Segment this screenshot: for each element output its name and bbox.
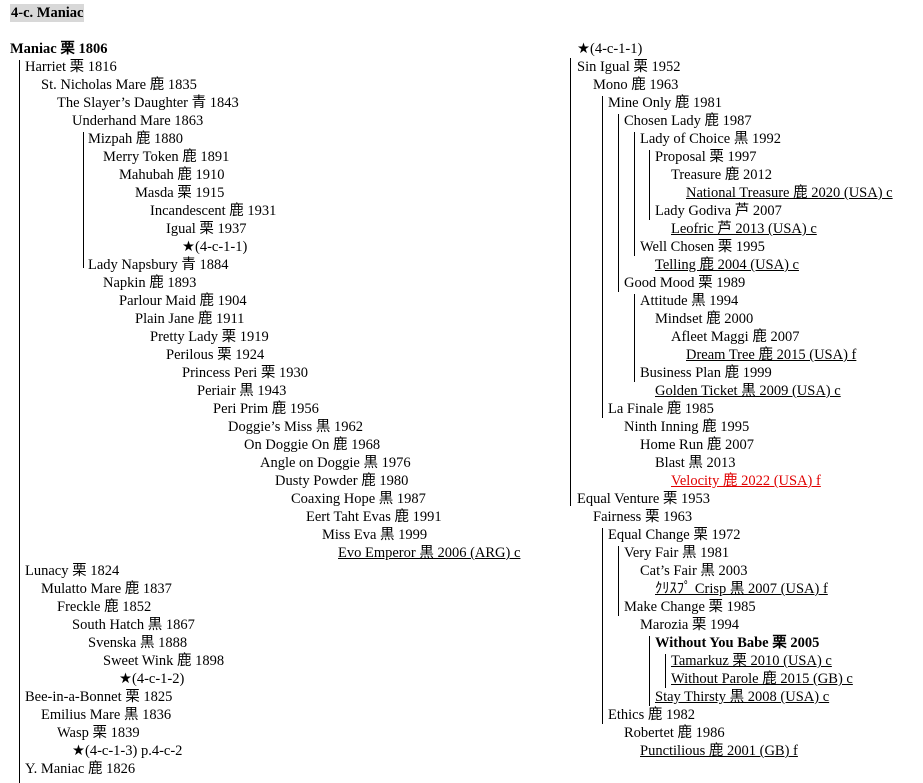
pedigree-entry: Mono 鹿 1963 [593, 77, 679, 93]
pedigree-entry: Equal Venture 栗 1953 [577, 491, 711, 507]
pedigree-entry: Golden Ticket 黒 2009 (USA) c [655, 383, 841, 399]
pedigree-entry: Lady Godiva 芦 2007 [655, 203, 782, 219]
pedigree-entry: Mizpah 鹿 1880 [88, 131, 184, 147]
pedigree-entry: Proposal 栗 1997 [655, 149, 757, 165]
pedigree-entry: Well Chosen 栗 1995 [640, 239, 765, 255]
pedigree-entry: Wasp 栗 1839 [57, 725, 140, 741]
pedigree-entry: On Doggie On 鹿 1968 [244, 437, 381, 453]
pedigree-entry: ★(4-c-1-1) [182, 239, 248, 255]
pedigree-entry: Robertet 鹿 1986 [624, 725, 725, 741]
pedigree-entry: Lady Napsbury 青 1884 [88, 257, 229, 273]
pedigree-entry: Evo Emperor 黒 2006 (ARG) c [338, 545, 521, 561]
pedigree-entry: Stay Thirsty 黒 2008 (USA) c [655, 689, 830, 705]
pedigree-entry: Dream Tree 鹿 2015 (USA) f [686, 347, 857, 363]
pedigree-entry: ｸﾘｽﾌﾟ Crisp 黒 2007 (USA) f [655, 581, 828, 597]
pedigree-entry: Miss Eva 黒 1999 [322, 527, 428, 543]
pedigree-entry: Chosen Lady 鹿 1987 [624, 113, 752, 129]
pedigree-entry: Masda 栗 1915 [135, 185, 225, 201]
pedigree-entry: Harriet 栗 1816 [25, 59, 117, 75]
pedigree-entry: Telling 鹿 2004 (USA) c [655, 257, 799, 273]
pedigree-entry: Without You Babe 栗 2005 [655, 635, 820, 651]
pedigree-entry: Tamarkuz 栗 2010 (USA) c [671, 653, 832, 669]
pedigree-entry: Treasure 鹿 2012 [671, 167, 772, 183]
pedigree-entry: Periair 黒 1943 [197, 383, 287, 399]
tree-bar [602, 528, 604, 724]
pedigree-entry: Pretty Lady 栗 1919 [150, 329, 269, 345]
pedigree-entry: Cat’s Fair 黒 2003 [640, 563, 748, 579]
pedigree-entry: Attitude 黒 1994 [640, 293, 739, 309]
pedigree-entry: The Slayer’s Daughter 青 1843 [57, 95, 239, 111]
pedigree-entry: ★(4-c-1-1) [577, 41, 643, 57]
tree-bar [570, 58, 572, 506]
pedigree-entry: Sin Igual 栗 1952 [577, 59, 681, 75]
tree-bar [19, 60, 21, 783]
pedigree-entry: Angle on Doggie 黒 1976 [260, 455, 411, 471]
tree-bar [665, 654, 667, 688]
pedigree-entry: Marozia 栗 1994 [640, 617, 740, 633]
pedigree-entry: Merry Token 鹿 1891 [103, 149, 230, 165]
pedigree-entry: Make Change 栗 1985 [624, 599, 756, 615]
pedigree-entry: Emilius Mare 黒 1836 [41, 707, 172, 723]
pedigree-entry: Coaxing Hope 黒 1987 [291, 491, 426, 507]
tree-bar [649, 150, 651, 220]
pedigree-entry: Equal Change 栗 1972 [608, 527, 741, 543]
pedigree-entry: South Hatch 黒 1867 [72, 617, 195, 633]
pedigree-entry: Lady of Choice 黒 1992 [640, 131, 781, 147]
pedigree-entry: Y. Maniac 鹿 1826 [25, 761, 136, 777]
pedigree-entry: Mulatto Mare 鹿 1837 [41, 581, 172, 597]
tree-bar [649, 636, 651, 706]
pedigree-entry: Fairness 栗 1963 [593, 509, 693, 525]
pedigree-entry: Business Plan 鹿 1999 [640, 365, 772, 381]
pedigree-entry: St. Nicholas Mare 鹿 1835 [41, 77, 197, 93]
pedigree-entry: Ninth Inning 鹿 1995 [624, 419, 750, 435]
tree-bar [634, 294, 636, 382]
tree-bar [618, 114, 620, 292]
pedigree-entry: Leofric 芦 2013 (USA) c [671, 221, 817, 237]
tree-bar [602, 96, 604, 418]
pedigree-entry: Mahubah 鹿 1910 [119, 167, 225, 183]
pedigree-entry: Doggie’s Miss 黒 1962 [228, 419, 363, 435]
pedigree-entry: Very Fair 黒 1981 [624, 545, 730, 561]
pedigree-entry: Afleet Maggi 鹿 2007 [671, 329, 800, 345]
pedigree-entry: Igual 栗 1937 [166, 221, 247, 237]
pedigree-entry: Bee-in-a-Bonnet 栗 1825 [25, 689, 173, 705]
pedigree-entry: Mindset 鹿 2000 [655, 311, 754, 327]
pedigree-entry: Ethics 鹿 1982 [608, 707, 695, 723]
tree-bar [618, 546, 620, 616]
pedigree-entry: Napkin 鹿 1893 [103, 275, 197, 291]
pedigree-entry: Good Mood 栗 1989 [624, 275, 746, 291]
page-title: 4-c. Maniac [10, 4, 85, 22]
pedigree-entry: Maniac 栗 1806 [10, 41, 108, 57]
pedigree-entry: Princess Peri 栗 1930 [182, 365, 309, 381]
pedigree-entry: Parlour Maid 鹿 1904 [119, 293, 247, 309]
pedigree-entry: Sweet Wink 鹿 1898 [103, 653, 225, 669]
pedigree-entry: Freckle 鹿 1852 [57, 599, 152, 615]
pedigree-entry: Velocity 鹿 2022 (USA) f [671, 473, 821, 489]
pedigree-entry: Peri Prim 鹿 1956 [213, 401, 319, 417]
pedigree-entry: Punctilious 鹿 2001 (GB) f [640, 743, 798, 759]
pedigree-entry: Mine Only 鹿 1981 [608, 95, 722, 111]
pedigree-entry: ★(4-c-1-2) [119, 671, 185, 687]
pedigree-entry: Dusty Powder 鹿 1980 [275, 473, 409, 489]
pedigree-entry: Home Run 鹿 2007 [640, 437, 754, 453]
pedigree-entry: Perilous 栗 1924 [166, 347, 265, 363]
pedigree-entry: Svenska 黒 1888 [88, 635, 188, 651]
pedigree-entry: Plain Jane 鹿 1911 [135, 311, 245, 327]
tree-bar [634, 132, 636, 256]
tree-bar [83, 132, 85, 268]
pedigree-entry: Blast 黒 2013 [655, 455, 736, 471]
pedigree-entry: ★(4-c-1-3) p.4-c-2 [72, 743, 183, 759]
pedigree-entry: National Treasure 鹿 2020 (USA) c [686, 185, 893, 201]
pedigree-entry: Lunacy 栗 1824 [25, 563, 120, 579]
pedigree-entry: Without Parole 鹿 2015 (GB) c [671, 671, 853, 687]
pedigree-entry: Eert Taht Evas 鹿 1991 [306, 509, 442, 525]
pedigree-entry: La Finale 鹿 1985 [608, 401, 714, 417]
pedigree-entry: Incandescent 鹿 1931 [150, 203, 277, 219]
pedigree-entry: Underhand Mare 1863 [72, 113, 204, 129]
